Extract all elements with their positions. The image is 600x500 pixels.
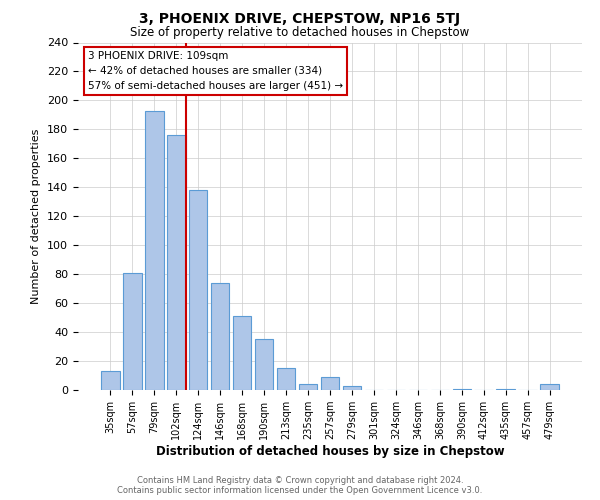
Bar: [167, 135, 185, 390]
Bar: [101, 371, 119, 390]
Bar: [189, 190, 208, 390]
Text: Size of property relative to detached houses in Chepstow: Size of property relative to detached ho…: [130, 26, 470, 39]
Bar: [452, 388, 471, 390]
Y-axis label: Number of detached properties: Number of detached properties: [31, 128, 41, 304]
Bar: [541, 384, 559, 390]
Bar: [145, 110, 164, 390]
Bar: [320, 377, 340, 390]
Bar: [496, 388, 515, 390]
Bar: [343, 386, 361, 390]
Bar: [277, 368, 295, 390]
Bar: [255, 340, 274, 390]
Bar: [233, 316, 251, 390]
Text: Contains HM Land Registry data © Crown copyright and database right 2024.
Contai: Contains HM Land Registry data © Crown c…: [118, 476, 482, 495]
Text: 3 PHOENIX DRIVE: 109sqm
← 42% of detached houses are smaller (334)
57% of semi-d: 3 PHOENIX DRIVE: 109sqm ← 42% of detache…: [88, 51, 343, 91]
Text: 3, PHOENIX DRIVE, CHEPSTOW, NP16 5TJ: 3, PHOENIX DRIVE, CHEPSTOW, NP16 5TJ: [139, 12, 461, 26]
Bar: [211, 283, 229, 390]
X-axis label: Distribution of detached houses by size in Chepstow: Distribution of detached houses by size …: [155, 445, 505, 458]
Bar: [299, 384, 317, 390]
Bar: [123, 272, 142, 390]
